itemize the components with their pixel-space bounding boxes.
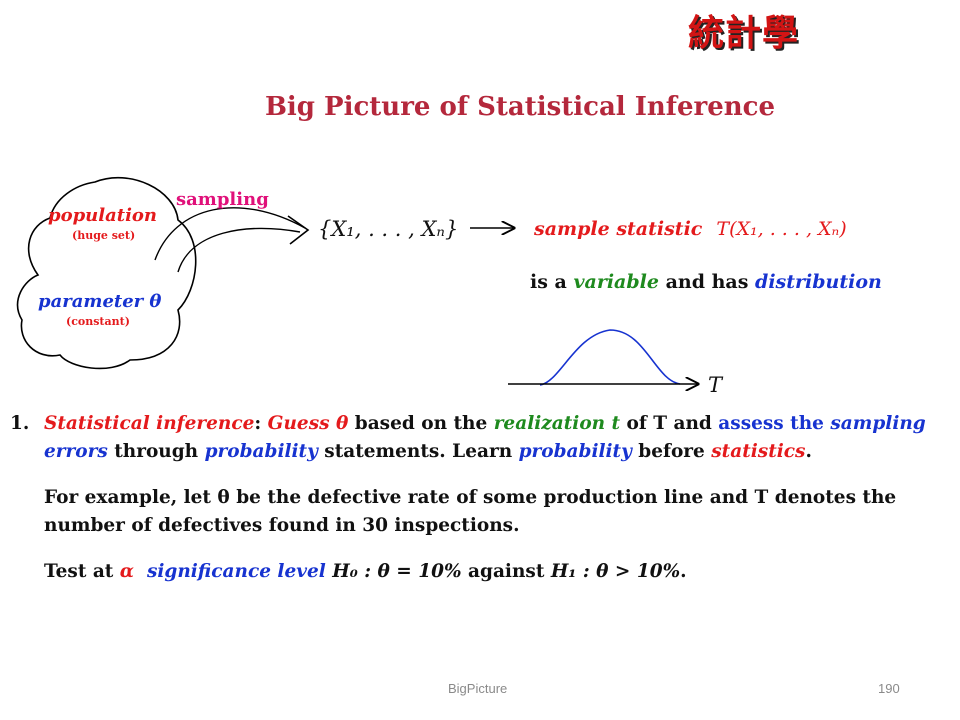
inference-paragraph: Statistical inference: Guess θ based on … <box>44 410 948 466</box>
distribution-word: distribution <box>755 271 882 293</box>
item-1: 1. Statistical inference: Guess θ based … <box>10 410 948 586</box>
statistical-inference-term: Statistical inference <box>44 413 255 434</box>
population-label: population <box>48 205 157 226</box>
assess-text: assess the <box>718 413 831 434</box>
parameter-label: parameter θ <box>38 291 161 312</box>
test-paragraph: Test at α significance level H₀ : θ = 10… <box>44 558 948 586</box>
item-number: 1. <box>10 413 30 434</box>
test-period: . <box>680 561 687 582</box>
colon-text: : <box>254 413 268 434</box>
probability-term-2: probability <box>518 441 632 462</box>
statements-text: statements. Learn <box>317 441 519 462</box>
variable-part1: is a <box>530 271 573 293</box>
alt-hypothesis: H₁ : θ > 10% <box>550 561 681 582</box>
alpha-symbol: α <box>119 561 135 582</box>
statistic-prefix: sample statistic <box>533 218 703 240</box>
t-axis-label: T <box>708 373 724 397</box>
statistics-term: statistics <box>711 441 806 462</box>
variable-word: variable <box>573 271 658 293</box>
parameter-note: (constant) <box>66 315 130 328</box>
period-text: . <box>805 441 812 462</box>
statistic-line: sample statistic T(X₁, . . . , Xₙ) <box>533 218 847 240</box>
sample-set: {X₁, . . . , Xₙ} <box>318 217 458 241</box>
of-t-text: of T and <box>620 413 719 434</box>
before-text: before <box>631 441 712 462</box>
null-hypothesis: H₀ : θ = 10% <box>332 561 462 582</box>
example-paragraph: For example, let θ be the defective rate… <box>44 487 897 536</box>
variable-part2: and has <box>666 271 755 293</box>
population-cloud <box>16 176 197 370</box>
probability-term: probability <box>204 441 318 462</box>
course-logo: 統計學 <box>688 13 800 54</box>
significance-term: significance level <box>146 561 326 582</box>
footer-label: BigPicture <box>448 681 508 696</box>
population-note: (huge set) <box>72 229 135 242</box>
test-prefix: Test at <box>44 561 120 582</box>
based-on-text: based on the <box>348 413 494 434</box>
errors-term: errors <box>44 441 108 462</box>
through-text: through <box>107 441 205 462</box>
item-body: Statistical inference: Guess θ based on … <box>44 410 948 586</box>
realization-term: realization t <box>493 413 621 434</box>
inference-diagram: population (huge set) parameter θ (const… <box>16 176 882 397</box>
slide-title: Big Picture of Statistical Inference <box>264 92 776 122</box>
statistic-formula: T(X₁, . . . , Xₙ) <box>716 218 846 240</box>
sampling-arrow-head <box>287 215 310 245</box>
sampling-term: sampling <box>830 413 926 434</box>
sampling-label: sampling <box>176 189 269 210</box>
guess-term: Guess θ <box>267 413 349 434</box>
page-number: 190 <box>878 681 900 696</box>
sampling-arrow-outer <box>154 207 306 261</box>
variable-line: is a variable and has distribution <box>530 271 882 293</box>
distribution-curve <box>539 329 681 386</box>
against-text: against <box>461 561 551 582</box>
sampling-arrow-inner <box>177 227 301 273</box>
